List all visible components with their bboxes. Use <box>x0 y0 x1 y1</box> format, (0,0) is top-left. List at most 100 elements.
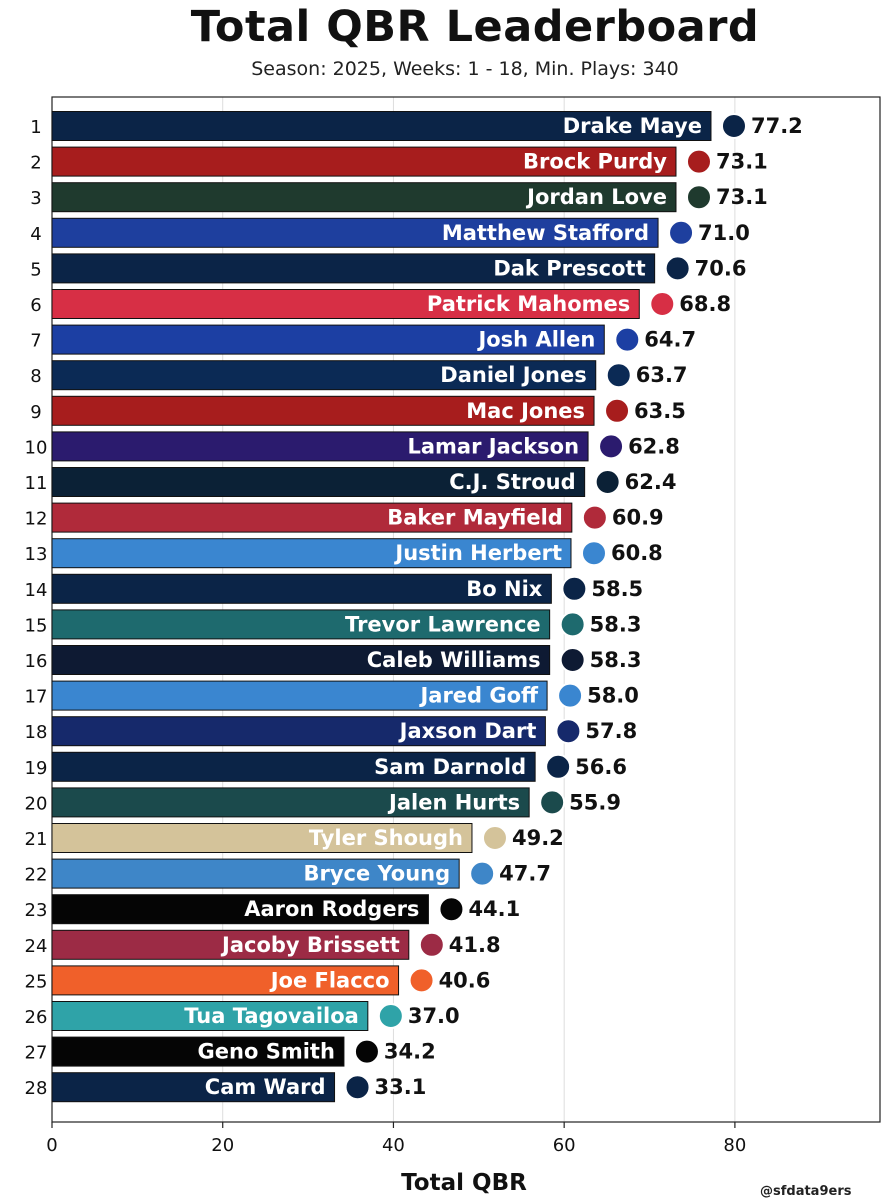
player-name-label: Trevor Lawrence <box>345 612 541 636</box>
rank-label: 27 <box>25 1043 48 1064</box>
value-label: 49.2 <box>512 826 564 850</box>
player-name-label: Dak Prescott <box>493 256 645 280</box>
value-label: 73.1 <box>716 185 768 209</box>
bar <box>51 929 410 960</box>
bar-row: 8 Daniel Jones 63.7 <box>30 360 688 391</box>
bar-row: 7 Josh Allen 64.7 <box>30 324 696 355</box>
bar <box>51 787 530 818</box>
player-name-label: Aaron Rodgers <box>244 897 419 921</box>
player-name-label: Jordan Love <box>525 185 667 209</box>
rank-label: 14 <box>25 580 48 601</box>
value-label: 58.3 <box>590 612 642 636</box>
player-name-label: Lamar Jackson <box>408 434 580 458</box>
value-label: 58.3 <box>590 648 642 672</box>
player-name-label: Mac Jones <box>466 399 585 423</box>
bar-row: 18 Jaxson Dart 57.8 <box>25 716 637 747</box>
bar-row: 6 Patrick Mahomes 68.8 <box>30 289 731 319</box>
value-label: 40.6 <box>439 968 491 992</box>
ravens-logo <box>598 433 625 460</box>
player-name-label: Jaxson Dart <box>398 719 537 743</box>
panthers-logo <box>469 860 496 887</box>
bar <box>51 1036 345 1067</box>
bar <box>51 858 460 889</box>
rank-label: 7 <box>30 331 41 352</box>
steelers-logo <box>438 896 465 923</box>
rank-label: 13 <box>25 544 48 565</box>
saints-logo <box>481 825 508 851</box>
bar-row: 24 Jacoby Brissett 41.8 <box>25 929 501 960</box>
player-name-label: Daniel Jones <box>440 363 586 387</box>
bar <box>51 289 640 319</box>
bar-row: 16 Caleb Williams 58.3 <box>25 645 642 675</box>
value-label: 70.6 <box>695 256 747 280</box>
bar <box>51 111 712 141</box>
chart-title: Total QBR Leaderboard <box>190 2 760 52</box>
bar-row: 26 Tua Tagovailoa 37.0 <box>25 1001 460 1031</box>
x-tick-label: 0 <box>46 1135 57 1156</box>
bar-row: 13 Justin Herbert 60.8 <box>25 538 663 569</box>
x-tick-label: 60 <box>553 1135 576 1156</box>
rank-label: 5 <box>30 259 41 280</box>
player-name-label: Brock Purdy <box>523 150 667 174</box>
rank-label: 12 <box>25 509 48 530</box>
value-label: 62.4 <box>625 470 677 494</box>
player-name-label: Josh Allen <box>476 328 595 352</box>
rank-label: 28 <box>25 1078 48 1099</box>
bar <box>51 609 551 640</box>
rank-label: 23 <box>25 900 48 921</box>
player-name-label: Justin Herbert <box>393 541 562 565</box>
bar <box>51 253 656 284</box>
bar <box>51 680 548 711</box>
value-label: 57.8 <box>585 719 637 743</box>
49ers-logo <box>604 397 631 424</box>
player-name-label: Bryce Young <box>303 862 450 886</box>
player-name-label: Tyler Shough <box>309 826 463 850</box>
value-label: 58.5 <box>591 577 643 601</box>
chiefs-logo <box>649 291 676 317</box>
jaguars-logo <box>559 611 586 638</box>
rank-label: 20 <box>25 793 48 814</box>
bar-row: 21 Tyler Shough 49.2 <box>25 823 564 853</box>
value-label: 68.8 <box>679 292 731 316</box>
bears-logo <box>559 647 586 673</box>
value-label: 37.0 <box>408 1004 460 1028</box>
giants-logo <box>555 718 582 745</box>
colts-logo <box>605 362 632 389</box>
texans-logo <box>594 469 621 495</box>
bar-row: 5 Dak Prescott 70.6 <box>30 253 747 284</box>
bar-row: 28 Cam Ward 33.1 <box>25 1072 426 1103</box>
rank-label: 24 <box>25 936 48 957</box>
bars: 1 Drake Maye 77.2 2 Brock Purdy 73.1 3 Jordan L… <box>25 111 803 1103</box>
bar <box>51 894 429 925</box>
bar-row: 3 Jordan Love 73.1 <box>30 182 768 213</box>
bar <box>51 502 573 533</box>
bar-row: 4 Matthew Stafford 71.0 <box>30 217 750 248</box>
bar-row: 1 Drake Maye 77.2 <box>30 111 803 141</box>
bar-row: 11 C.J. Stroud 62.4 <box>25 467 677 497</box>
player-name-label: Joe Flacco <box>269 968 390 992</box>
value-label: 41.8 <box>449 933 501 957</box>
player-name-label: Tua Tagovailoa <box>184 1004 359 1028</box>
value-label: 64.7 <box>644 328 696 352</box>
rank-label: 25 <box>25 971 48 992</box>
bar-row: 9 Mac Jones 63.5 <box>30 395 686 426</box>
bar <box>51 645 551 675</box>
value-label: 55.9 <box>569 790 621 814</box>
rank-label: 8 <box>30 366 41 387</box>
x-axis-ticks: 0 20 40 60 80 <box>46 1122 746 1156</box>
player-name-label: Jared Goff <box>418 684 539 708</box>
rams-logo <box>668 219 695 246</box>
player-name-label: Jacoby Brissett <box>220 933 400 957</box>
value-label: 60.9 <box>612 506 664 530</box>
bar <box>51 1072 336 1103</box>
value-label: 77.2 <box>751 114 803 138</box>
bar <box>51 217 659 248</box>
bar <box>51 360 597 391</box>
credit-text: @sfdata9ers <box>760 1184 852 1199</box>
chargers-logo <box>580 540 607 567</box>
value-label: 71.0 <box>698 221 750 245</box>
bar-row: 22 Bryce Young 47.7 <box>25 858 551 889</box>
bar-row: 2 Brock Purdy 73.1 <box>30 146 768 177</box>
x-tick-label: 40 <box>382 1135 405 1156</box>
player-name-label: Sam Darnold <box>374 755 526 779</box>
